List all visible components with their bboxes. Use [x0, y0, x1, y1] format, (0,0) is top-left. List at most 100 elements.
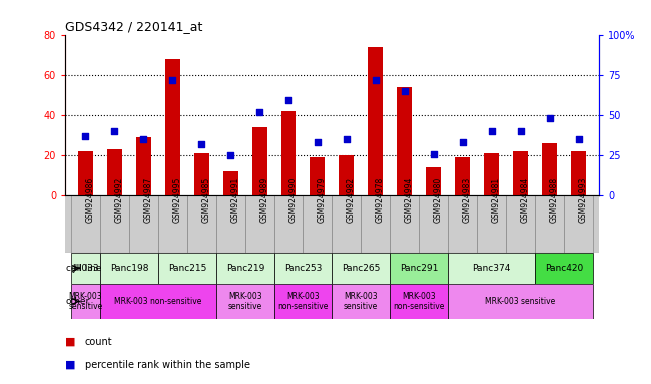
- Text: count: count: [85, 337, 112, 347]
- Bar: [514, 151, 528, 195]
- Bar: [252, 127, 267, 195]
- Text: GSM924982: GSM924982: [346, 177, 355, 223]
- Bar: [100, 195, 129, 253]
- Bar: [332, 284, 390, 319]
- Text: MRK-003 sensitive: MRK-003 sensitive: [486, 297, 556, 306]
- Text: MRK-003 non-sensitive: MRK-003 non-sensitive: [115, 297, 202, 306]
- Text: GSM924995: GSM924995: [173, 177, 182, 223]
- Bar: [484, 153, 499, 195]
- Text: GDS4342 / 220141_at: GDS4342 / 220141_at: [65, 20, 202, 33]
- Bar: [71, 253, 100, 284]
- Text: Panc215: Panc215: [168, 264, 206, 273]
- Point: [109, 128, 120, 134]
- Text: MRK-003
sensitive: MRK-003 sensitive: [228, 292, 262, 311]
- Text: Panc420: Panc420: [545, 264, 583, 273]
- Point: [255, 109, 265, 115]
- Point: [283, 98, 294, 104]
- Bar: [397, 87, 412, 195]
- Text: GSM924981: GSM924981: [492, 177, 501, 223]
- Bar: [274, 284, 332, 319]
- Bar: [564, 195, 593, 253]
- Text: GSM924990: GSM924990: [288, 177, 298, 223]
- Text: Panc291: Panc291: [400, 264, 438, 273]
- Bar: [281, 111, 296, 195]
- Bar: [129, 195, 158, 253]
- Point: [341, 136, 352, 142]
- Text: GSM924989: GSM924989: [260, 177, 268, 223]
- Bar: [361, 195, 390, 253]
- Text: GSM924984: GSM924984: [521, 177, 529, 223]
- Text: GSM924994: GSM924994: [404, 177, 413, 223]
- Bar: [390, 253, 448, 284]
- Point: [486, 128, 497, 134]
- Bar: [274, 253, 332, 284]
- Bar: [274, 195, 303, 253]
- Bar: [339, 155, 353, 195]
- Bar: [506, 195, 535, 253]
- Text: JH033: JH033: [72, 264, 99, 273]
- Bar: [535, 195, 564, 253]
- Bar: [216, 253, 274, 284]
- Bar: [100, 253, 158, 284]
- Point: [225, 152, 236, 158]
- Text: GSM924993: GSM924993: [579, 177, 588, 223]
- Text: GSM924983: GSM924983: [463, 177, 471, 223]
- Text: ■: ■: [65, 337, 76, 347]
- Point: [399, 88, 409, 94]
- Bar: [216, 284, 274, 319]
- Bar: [71, 195, 100, 253]
- Text: GSM924987: GSM924987: [143, 177, 152, 223]
- Text: other: other: [66, 297, 90, 306]
- Bar: [448, 195, 477, 253]
- Bar: [419, 195, 448, 253]
- Text: MRK-003
non-sensitive: MRK-003 non-sensitive: [277, 292, 329, 311]
- Text: MRK-003
sensitive: MRK-003 sensitive: [344, 292, 378, 311]
- Bar: [100, 284, 216, 319]
- Bar: [542, 143, 557, 195]
- Point: [196, 141, 206, 147]
- Text: GSM924988: GSM924988: [549, 177, 559, 223]
- Bar: [332, 253, 390, 284]
- Bar: [71, 284, 100, 319]
- Bar: [136, 137, 150, 195]
- Bar: [448, 284, 593, 319]
- Point: [138, 136, 148, 142]
- Point: [574, 136, 584, 142]
- Bar: [477, 195, 506, 253]
- Text: Panc374: Panc374: [473, 264, 511, 273]
- Bar: [245, 195, 274, 253]
- Bar: [216, 195, 245, 253]
- Bar: [448, 253, 535, 284]
- Bar: [78, 151, 92, 195]
- Point: [458, 139, 468, 145]
- Bar: [455, 157, 470, 195]
- Bar: [158, 195, 187, 253]
- Bar: [187, 195, 216, 253]
- Text: Panc219: Panc219: [226, 264, 264, 273]
- Text: MRK-003
non-sensitive: MRK-003 non-sensitive: [393, 292, 445, 311]
- Bar: [426, 167, 441, 195]
- Bar: [572, 151, 586, 195]
- Text: percentile rank within the sample: percentile rank within the sample: [85, 360, 249, 370]
- Point: [516, 128, 526, 134]
- Text: GSM924992: GSM924992: [115, 177, 124, 223]
- Text: Panc265: Panc265: [342, 264, 380, 273]
- Bar: [107, 149, 122, 195]
- Bar: [303, 195, 332, 253]
- Bar: [158, 253, 216, 284]
- Bar: [311, 157, 325, 195]
- Text: GSM924985: GSM924985: [201, 177, 210, 223]
- Bar: [165, 59, 180, 195]
- Text: GSM924980: GSM924980: [434, 177, 443, 223]
- Text: ■: ■: [65, 360, 76, 370]
- Bar: [390, 195, 419, 253]
- Point: [80, 133, 90, 139]
- Bar: [390, 284, 448, 319]
- Point: [167, 76, 178, 83]
- Point: [428, 151, 439, 157]
- Point: [370, 76, 381, 83]
- Text: GSM924986: GSM924986: [85, 177, 94, 223]
- Text: Panc198: Panc198: [109, 264, 148, 273]
- Text: GSM924979: GSM924979: [318, 177, 327, 223]
- Bar: [332, 195, 361, 253]
